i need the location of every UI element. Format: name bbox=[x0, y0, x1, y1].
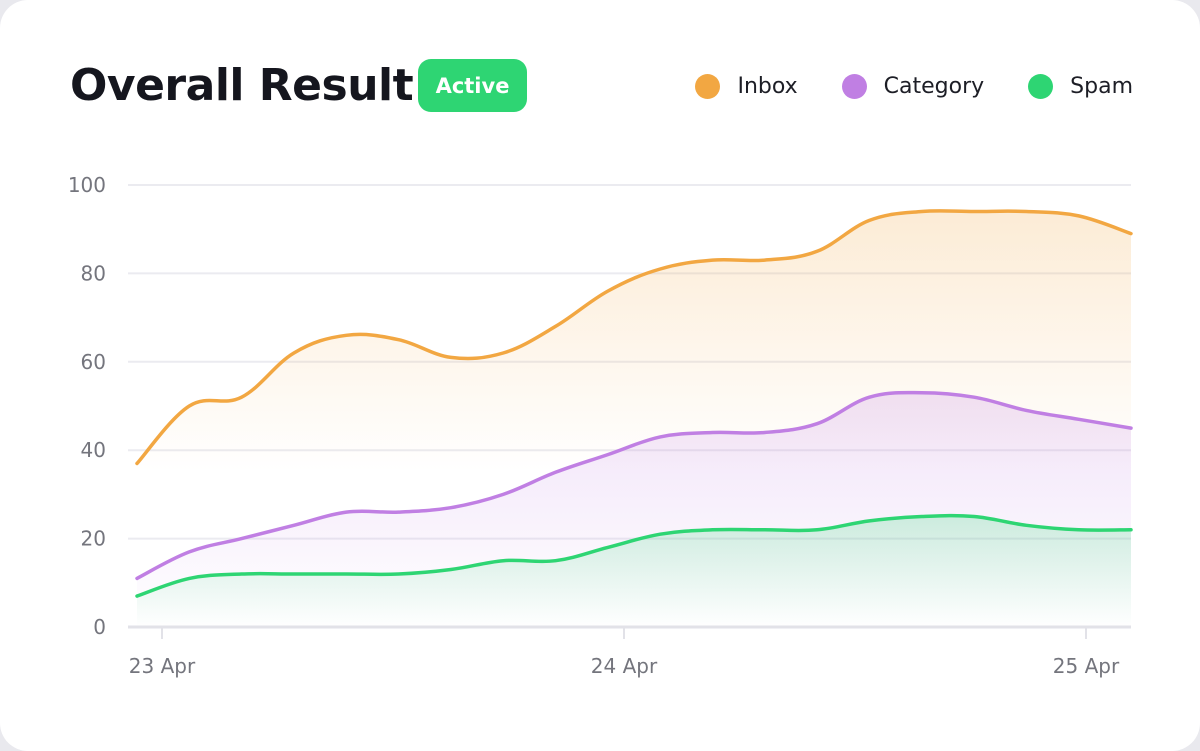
data-point-inbox-16 bbox=[972, 210, 976, 214]
data-point-inbox-10 bbox=[658, 267, 662, 271]
data-point-spam-16 bbox=[972, 515, 976, 519]
data-point-spam-12 bbox=[763, 528, 767, 532]
data-point-spam-8 bbox=[554, 559, 558, 563]
series-lines bbox=[135, 209, 1133, 598]
legend-label-spam: Spam bbox=[1070, 73, 1133, 99]
data-point-spam-10 bbox=[658, 532, 662, 536]
data-point-spam-9 bbox=[606, 545, 610, 549]
series-line-inbox bbox=[135, 209, 1133, 466]
data-point-inbox-5 bbox=[397, 338, 401, 342]
data-point-spam-15 bbox=[920, 515, 924, 519]
series-line-category bbox=[135, 390, 1133, 581]
data-point-spam-7 bbox=[501, 559, 505, 563]
data-point-inbox-4 bbox=[344, 333, 348, 337]
data-point-spam-14 bbox=[867, 519, 871, 523]
y-tick-label-100: 100 bbox=[68, 173, 106, 197]
data-point-inbox-3 bbox=[292, 351, 296, 355]
data-point-category-13 bbox=[815, 422, 819, 426]
data-point-category-17 bbox=[1024, 408, 1028, 412]
chart-title: Overall Result bbox=[70, 60, 414, 111]
x-tick-label-1: 24 Apr bbox=[591, 654, 658, 678]
data-point-spam-0 bbox=[135, 594, 139, 598]
y-tick-label-20: 20 bbox=[81, 527, 106, 551]
legend-item-inbox: Inbox bbox=[695, 73, 798, 99]
legend-swatch-inbox bbox=[695, 73, 721, 99]
legend-item-category: Category bbox=[841, 73, 985, 99]
data-point-spam-13 bbox=[815, 528, 819, 532]
legend-item-spam: Spam bbox=[1028, 73, 1133, 99]
data-point-category-2 bbox=[240, 537, 244, 541]
chart-legend: Inbox Category Spam bbox=[651, 70, 1133, 102]
legend-label-category: Category bbox=[883, 73, 985, 99]
data-point-spam-3 bbox=[292, 572, 296, 576]
axes: 0 20 40 60 80 100 23 Apr 24 Apr 25 Apr bbox=[68, 173, 1131, 678]
data-point-inbox-6 bbox=[449, 355, 453, 359]
data-point-category-19 bbox=[1129, 426, 1133, 430]
status-badge: Active bbox=[418, 59, 527, 112]
x-tick-label-2: 25 Apr bbox=[1053, 654, 1120, 678]
data-point-inbox-13 bbox=[815, 249, 819, 253]
data-point-inbox-8 bbox=[554, 324, 558, 328]
legend-label-inbox: Inbox bbox=[737, 73, 798, 99]
data-point-inbox-17 bbox=[1024, 210, 1028, 214]
data-point-inbox-14 bbox=[867, 218, 871, 222]
data-point-category-1 bbox=[187, 550, 191, 554]
data-point-inbox-7 bbox=[501, 351, 505, 355]
y-tick-label-80: 80 bbox=[81, 261, 106, 285]
data-point-category-6 bbox=[449, 506, 453, 510]
data-point-spam-17 bbox=[1024, 523, 1028, 527]
data-point-category-15 bbox=[920, 391, 924, 395]
data-point-inbox-0 bbox=[135, 462, 139, 466]
y-tick-label-40: 40 bbox=[81, 438, 106, 462]
data-point-category-8 bbox=[554, 470, 558, 474]
data-point-category-5 bbox=[397, 510, 401, 514]
data-point-inbox-11 bbox=[711, 258, 715, 262]
data-point-inbox-1 bbox=[187, 404, 191, 408]
y-tick-label-60: 60 bbox=[81, 350, 106, 374]
legend-swatch-category bbox=[841, 73, 867, 99]
area-fills bbox=[137, 210, 1131, 627]
x-tick-label-0: 23 Apr bbox=[129, 654, 196, 678]
data-point-spam-1 bbox=[187, 576, 191, 580]
data-point-spam-11 bbox=[711, 528, 715, 532]
data-point-inbox-12 bbox=[763, 258, 767, 262]
y-tick-label-0: 0 bbox=[93, 615, 106, 639]
data-point-spam-18 bbox=[1077, 528, 1081, 532]
data-point-category-12 bbox=[763, 431, 767, 435]
data-point-category-11 bbox=[711, 431, 715, 435]
data-point-inbox-19 bbox=[1129, 232, 1133, 236]
data-point-inbox-15 bbox=[920, 210, 924, 214]
data-point-inbox-18 bbox=[1077, 214, 1081, 218]
legend-swatch-spam bbox=[1028, 73, 1054, 99]
data-point-category-14 bbox=[867, 395, 871, 399]
data-point-spam-5 bbox=[397, 572, 401, 576]
data-point-spam-6 bbox=[449, 568, 453, 572]
data-point-inbox-2 bbox=[240, 395, 244, 399]
data-point-inbox-9 bbox=[606, 289, 610, 293]
data-point-category-16 bbox=[972, 395, 976, 399]
data-point-category-10 bbox=[658, 435, 662, 439]
data-point-category-18 bbox=[1077, 417, 1081, 421]
area-fill-spam bbox=[137, 515, 1131, 627]
data-point-category-4 bbox=[344, 510, 348, 514]
data-point-category-9 bbox=[606, 453, 610, 457]
data-point-spam-2 bbox=[240, 572, 244, 576]
data-point-category-0 bbox=[135, 576, 139, 580]
series-line-spam bbox=[135, 513, 1133, 598]
data-point-spam-4 bbox=[344, 572, 348, 576]
data-point-category-7 bbox=[501, 492, 505, 496]
data-point-spam-19 bbox=[1129, 528, 1133, 532]
data-point-category-3 bbox=[292, 523, 296, 527]
